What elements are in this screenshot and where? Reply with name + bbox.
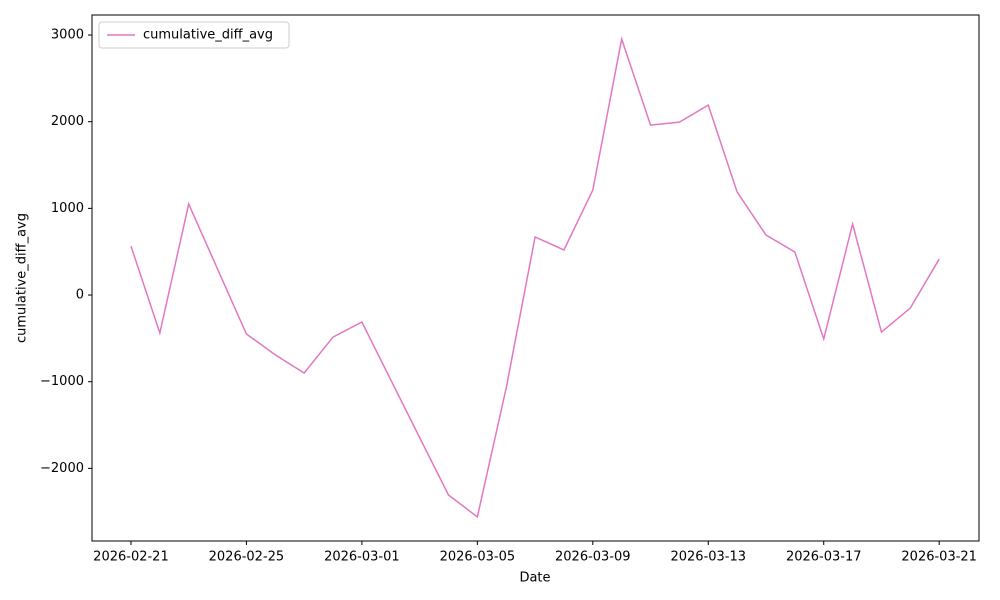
x-tick-label: 2026-03-05 bbox=[440, 550, 516, 565]
x-tick-label: 2026-02-21 bbox=[93, 550, 169, 565]
y-tick-label: −2000 bbox=[40, 461, 84, 476]
x-tick-label: 2026-03-09 bbox=[555, 550, 631, 565]
x-axis-label: Date bbox=[519, 571, 550, 586]
y-tick-label: 2000 bbox=[51, 114, 84, 129]
y-tick-label: 1000 bbox=[51, 201, 84, 216]
line bbox=[130, 36, 940, 519]
x-tick-label: 2026-03-01 bbox=[324, 550, 400, 565]
y-tick-label: 0 bbox=[76, 288, 84, 303]
legend-label: cumulative_diff_avg bbox=[143, 28, 273, 43]
x-tick-label: 2026-03-21 bbox=[901, 550, 977, 565]
y-tick-label: 3000 bbox=[51, 28, 84, 43]
x-tick-label: 2026-03-13 bbox=[670, 550, 746, 565]
plot-frame bbox=[91, 14, 980, 542]
x-tick-label: 2026-03-17 bbox=[786, 550, 862, 565]
y-tick-label: −1000 bbox=[40, 374, 84, 389]
x-tick-label: 2026-02-25 bbox=[209, 550, 285, 565]
y-axis-label: cumulative_diff_avg bbox=[15, 213, 30, 343]
legend-box bbox=[98, 21, 290, 49]
